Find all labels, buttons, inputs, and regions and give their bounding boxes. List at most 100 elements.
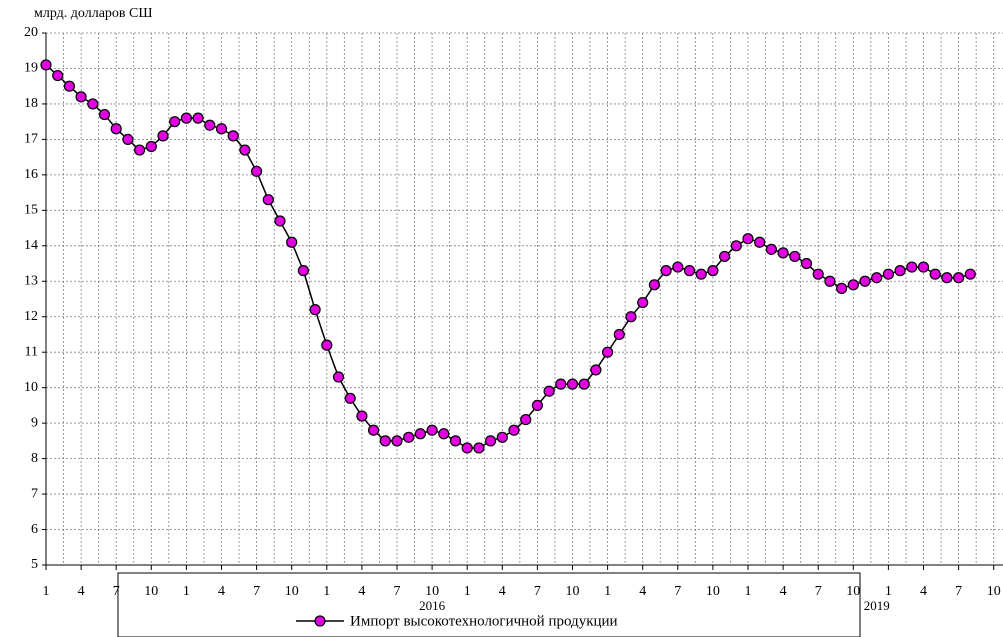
x-tick-label: 4: [78, 584, 85, 599]
point: [695, 268, 707, 280]
point: [215, 123, 228, 135]
point: [929, 268, 941, 280]
point: [262, 194, 274, 206]
point: [426, 424, 438, 436]
legend-label: Импорт высокотехнологичной продукции: [350, 613, 618, 629]
x-tick-label: 1: [745, 584, 752, 599]
point: [590, 364, 602, 376]
x-tick-label: 4: [920, 584, 927, 599]
x-tick-label: 7: [394, 584, 401, 599]
y-tick-label: 10: [24, 380, 38, 395]
point: [964, 268, 976, 280]
point: [543, 385, 555, 397]
y-tick-label: 5: [31, 557, 38, 572]
y-tick-label: 9: [31, 415, 38, 430]
point: [379, 435, 391, 447]
point: [917, 261, 930, 273]
legend-box: [117, 572, 861, 637]
point: [227, 130, 239, 142]
point: [344, 392, 356, 404]
x-tick-label: 1: [464, 584, 471, 599]
point: [835, 282, 848, 294]
x-tick-label: 7: [113, 584, 120, 599]
point: [449, 435, 462, 447]
point: [192, 112, 204, 124]
point: [332, 371, 345, 383]
point: [122, 133, 134, 145]
x-tick-label: 10: [846, 584, 860, 599]
x-tick-label: 1: [604, 584, 611, 599]
point: [321, 339, 333, 351]
y-tick-label: 19: [24, 61, 38, 76]
point: [204, 119, 216, 131]
y-tick-label: 15: [24, 203, 38, 218]
x-tick-label: 1: [323, 584, 330, 599]
point: [824, 275, 836, 287]
point: [683, 265, 696, 277]
legend-marker: [314, 615, 326, 627]
x-tick-label: 4: [358, 584, 365, 599]
point: [63, 80, 76, 92]
x-tick-label: 7: [955, 584, 962, 599]
year-label: 2016: [419, 598, 446, 613]
y-tick-label: 14: [24, 238, 38, 253]
point: [309, 304, 321, 316]
x-tick-label: 10: [144, 584, 158, 599]
point: [403, 431, 415, 443]
point: [906, 261, 918, 273]
point: [473, 442, 485, 454]
y-tick-label: 18: [24, 96, 38, 111]
point: [613, 328, 625, 341]
point: [239, 144, 251, 156]
point: [660, 265, 672, 277]
y-tick-label: 7: [31, 486, 38, 501]
point: [718, 250, 731, 263]
point: [274, 215, 286, 227]
point: [356, 410, 368, 422]
point: [952, 272, 965, 284]
point: [438, 428, 450, 440]
point: [52, 69, 64, 82]
point: [871, 272, 883, 284]
y-tick-label: 20: [24, 25, 38, 40]
x-tick-label: 10: [706, 584, 720, 599]
point: [286, 236, 298, 248]
y-axis-label: млрд. долларов СШ: [34, 6, 152, 21]
y-tick-label: 6: [31, 522, 38, 537]
point: [485, 435, 497, 447]
point: [110, 123, 122, 135]
point: [87, 98, 99, 110]
x-tick-label: 1: [885, 584, 892, 599]
point: [368, 424, 380, 436]
x-tick-label: 4: [218, 584, 225, 599]
y-tick-label: 12: [24, 309, 38, 324]
x-tick-label: 4: [780, 584, 787, 599]
y-tick-label: 11: [25, 344, 38, 359]
point: [742, 233, 754, 245]
point: [894, 265, 906, 277]
point: [98, 108, 111, 121]
x-tick-label: 7: [815, 584, 822, 599]
y-tick-label: 8: [31, 451, 38, 466]
point: [754, 236, 766, 248]
point: [391, 435, 403, 447]
x-tick-label: 10: [285, 584, 299, 599]
point: [672, 261, 684, 273]
point: [882, 268, 895, 280]
point: [578, 378, 590, 390]
point: [566, 378, 579, 390]
x-tick-label: 4: [639, 584, 646, 599]
point: [777, 247, 789, 259]
point: [730, 240, 742, 252]
x-tick-label: 7: [674, 584, 681, 599]
point: [134, 144, 146, 156]
point: [508, 424, 520, 436]
x-tick-label: 10: [566, 584, 580, 599]
point: [75, 91, 87, 103]
point: [601, 346, 614, 358]
point: [520, 413, 532, 426]
x-tick-label: 10: [987, 584, 1001, 599]
point: [637, 296, 649, 309]
point: [169, 116, 181, 128]
year-label: 2019: [864, 598, 890, 613]
